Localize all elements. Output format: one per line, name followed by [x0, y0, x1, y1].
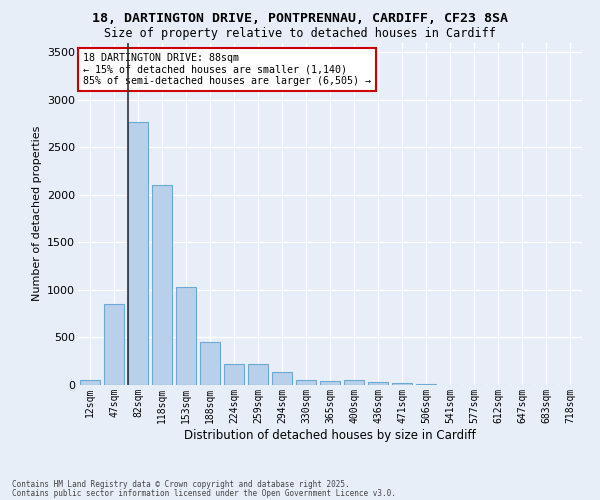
- Bar: [248, 364, 268, 385]
- X-axis label: Distribution of detached houses by size in Cardiff: Distribution of detached houses by size …: [184, 428, 476, 442]
- Text: Contains public sector information licensed under the Open Government Licence v3: Contains public sector information licen…: [12, 488, 396, 498]
- Bar: [368, 382, 388, 385]
- Bar: [296, 380, 316, 385]
- Text: 18 DARTINGTON DRIVE: 88sqm
← 15% of detached houses are smaller (1,140)
85% of s: 18 DARTINGTON DRIVE: 88sqm ← 15% of deta…: [83, 53, 371, 86]
- Bar: [200, 342, 220, 385]
- Text: Size of property relative to detached houses in Cardiff: Size of property relative to detached ho…: [104, 28, 496, 40]
- Bar: [392, 384, 412, 385]
- Bar: [80, 380, 100, 385]
- Bar: [176, 287, 196, 385]
- Text: Contains HM Land Registry data © Crown copyright and database right 2025.: Contains HM Land Registry data © Crown c…: [12, 480, 350, 489]
- Bar: [320, 380, 340, 385]
- Bar: [272, 372, 292, 385]
- Y-axis label: Number of detached properties: Number of detached properties: [32, 126, 41, 302]
- Bar: [104, 304, 124, 385]
- Bar: [128, 122, 148, 385]
- Bar: [344, 380, 364, 385]
- Bar: [416, 384, 436, 385]
- Bar: [152, 185, 172, 385]
- Bar: [224, 364, 244, 385]
- Text: 18, DARTINGTON DRIVE, PONTPRENNAU, CARDIFF, CF23 8SA: 18, DARTINGTON DRIVE, PONTPRENNAU, CARDI…: [92, 12, 508, 26]
